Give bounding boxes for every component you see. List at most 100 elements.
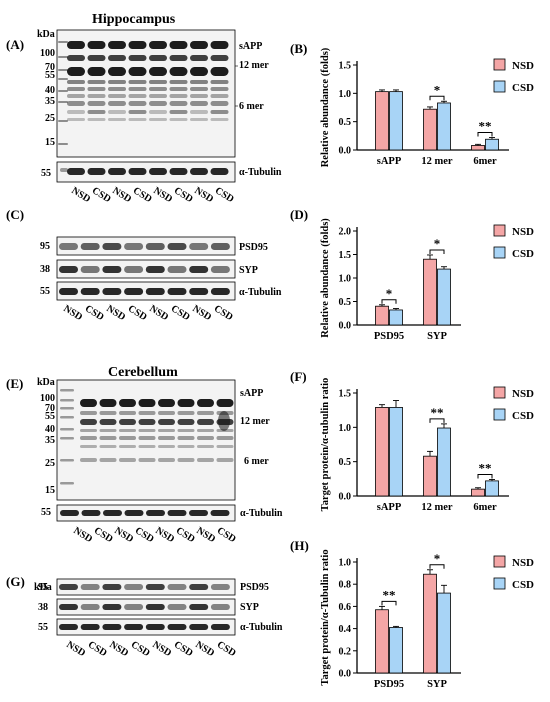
band-label-12mer: 12 mer bbox=[240, 416, 270, 427]
tubulin-label: α-Tubulin bbox=[239, 167, 282, 178]
band bbox=[169, 110, 188, 114]
marker-label: 25 bbox=[45, 113, 55, 124]
band bbox=[87, 67, 106, 76]
band bbox=[67, 41, 85, 49]
bar-nsd bbox=[423, 258, 437, 326]
y-tick-label: 1.5 bbox=[339, 61, 352, 72]
band bbox=[67, 94, 85, 98]
bar-nsd bbox=[375, 91, 389, 151]
band bbox=[67, 168, 85, 175]
y-axis-label: Target protein/α-Tubulin ratio bbox=[320, 549, 331, 685]
band bbox=[80, 436, 97, 440]
band bbox=[145, 624, 165, 630]
legend-swatch bbox=[493, 555, 506, 568]
band bbox=[146, 510, 165, 516]
band bbox=[197, 436, 214, 440]
band bbox=[149, 41, 167, 49]
band bbox=[80, 445, 97, 448]
legend-label: CSD bbox=[512, 82, 534, 94]
band bbox=[108, 67, 126, 76]
band bbox=[124, 624, 144, 630]
band bbox=[210, 118, 229, 121]
band bbox=[210, 94, 229, 98]
band bbox=[80, 266, 100, 273]
marker-label: 55 bbox=[38, 622, 48, 633]
lane-label: CSD bbox=[126, 303, 149, 323]
band bbox=[87, 168, 106, 175]
band bbox=[197, 429, 214, 432]
legend-label: NSD bbox=[512, 557, 534, 569]
lane-label: CSD bbox=[212, 303, 235, 323]
y-tick-label: 0.5 bbox=[339, 117, 352, 128]
legend-swatch bbox=[493, 386, 506, 399]
kda-label: kDa bbox=[37, 29, 55, 40]
panel-label-g: (G) bbox=[6, 574, 25, 589]
band-label-sapp: sAPP bbox=[239, 41, 262, 52]
band bbox=[58, 78, 68, 80]
section-title-hippocampus: Hippocampus bbox=[92, 12, 176, 27]
band bbox=[108, 87, 126, 91]
band bbox=[167, 604, 187, 610]
band bbox=[149, 67, 167, 76]
band-label-6mer: 6 mer bbox=[239, 101, 264, 112]
panel-label-a: (A) bbox=[6, 37, 24, 52]
band bbox=[189, 584, 209, 590]
bar-csd bbox=[437, 592, 451, 674]
row-label: PSD95 bbox=[240, 582, 269, 593]
tubulin-label: α-Tubulin bbox=[240, 508, 283, 519]
y-tick-label: 0.2 bbox=[339, 646, 352, 657]
band bbox=[80, 288, 100, 295]
band bbox=[158, 458, 175, 462]
lane-label: NSD bbox=[64, 639, 87, 659]
legend-label: CSD bbox=[512, 248, 534, 260]
band bbox=[128, 118, 147, 121]
band bbox=[189, 266, 209, 273]
band bbox=[128, 41, 147, 49]
band bbox=[138, 445, 156, 448]
lane-label: CSD bbox=[133, 525, 156, 545]
band-label-12mer: 12 mer bbox=[239, 60, 269, 71]
lane-label: NSD bbox=[151, 185, 174, 205]
x-tick-label: sAPP bbox=[377, 156, 402, 167]
bar-nsd bbox=[471, 488, 485, 497]
legend-swatch bbox=[493, 408, 506, 421]
band bbox=[210, 266, 230, 273]
band bbox=[119, 458, 136, 462]
band bbox=[67, 55, 85, 61]
marker-label: 35 bbox=[45, 435, 55, 446]
band bbox=[124, 604, 144, 610]
band bbox=[87, 101, 106, 106]
marker-label: 15 bbox=[45, 137, 55, 148]
significance-label: ** bbox=[383, 587, 396, 602]
band bbox=[102, 584, 122, 590]
lane-label: NSD bbox=[112, 525, 135, 545]
band bbox=[210, 243, 230, 250]
band bbox=[80, 604, 100, 610]
y-tick-label: 0.6 bbox=[339, 602, 352, 613]
legend-swatch bbox=[493, 58, 506, 71]
band bbox=[210, 288, 230, 295]
band bbox=[67, 80, 85, 84]
band bbox=[59, 266, 78, 273]
band bbox=[216, 445, 234, 448]
band bbox=[59, 288, 78, 295]
y-axis-label: Relative abundance (folds) bbox=[320, 47, 331, 167]
band bbox=[216, 458, 234, 462]
legend-label: CSD bbox=[512, 579, 534, 591]
y-tick-label: 0.8 bbox=[339, 580, 352, 591]
band bbox=[167, 288, 187, 295]
band bbox=[99, 399, 117, 407]
band bbox=[58, 69, 68, 71]
panel-label: (F) bbox=[290, 369, 307, 384]
band bbox=[149, 110, 167, 114]
bar-nsd bbox=[471, 145, 485, 151]
marker-label: 40 bbox=[45, 424, 55, 435]
significance-label: ** bbox=[479, 119, 492, 134]
loading-marker: 55 bbox=[41, 168, 51, 179]
significance-label: * bbox=[434, 551, 441, 566]
x-tick-label: SYP bbox=[427, 679, 447, 690]
band bbox=[80, 419, 97, 425]
band bbox=[124, 288, 144, 295]
